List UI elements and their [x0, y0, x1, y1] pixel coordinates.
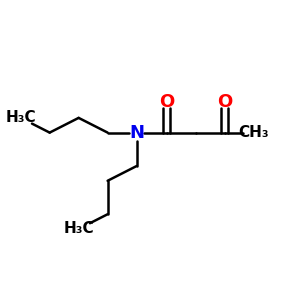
Text: O: O [217, 93, 232, 111]
Text: N: N [129, 124, 144, 142]
Text: CH₃: CH₃ [238, 125, 269, 140]
Text: O: O [159, 93, 175, 111]
Text: H₃C: H₃C [5, 110, 36, 125]
Text: H₃C: H₃C [63, 221, 94, 236]
